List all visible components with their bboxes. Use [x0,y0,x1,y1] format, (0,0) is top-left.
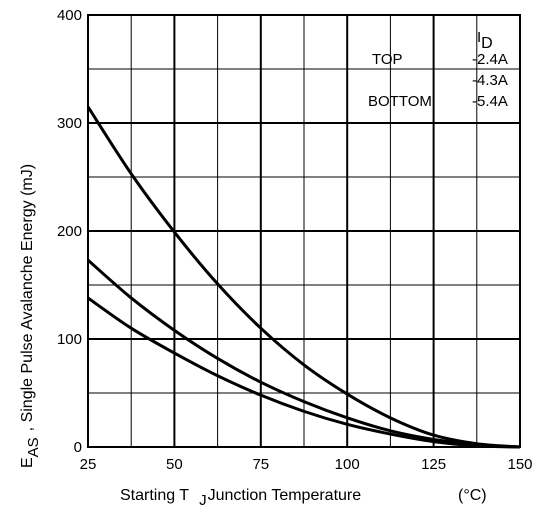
y-tick-label: 100 [57,331,82,348]
grid [88,15,520,447]
y-tick-label: 400 [57,7,82,24]
x-tick-label: 75 [252,456,269,473]
legend-title: ID [477,29,493,52]
y-tick-label: 200 [57,223,82,240]
x-tick-label: 125 [421,456,446,473]
series-line [87,296,521,449]
legend-entry-3: -5.4A [472,93,508,110]
y-tick-label: 0 [74,439,82,456]
x-tick-label: 150 [507,456,532,473]
legend: ID TOP -2.4A -4.3A BOTTOM -5.4A [368,29,508,110]
x-tick-label: 100 [335,456,360,473]
x-axis-unit: (°C) [458,487,487,504]
legend-top-label: TOP [372,51,403,68]
x-tick-labels: 25 50 75 100 125 150 [80,456,533,473]
x-tick-label: 50 [166,456,183,473]
x-axis-label: Starting T JJunction Temperature [120,487,361,506]
legend-entry-1: -2.4A [472,51,508,68]
plot-frame [87,14,521,448]
y-axis-label: EAS, Single Pulse Avalanche Energy (mJ) [19,164,42,468]
legend-bottom-label: BOTTOM [368,93,432,110]
series-line [87,259,521,449]
y-tick-labels: 0 100 200 300 400 [57,7,82,456]
legend-entry-2: -4.3A [472,72,508,89]
series-line [86,105,521,449]
x-tick-label: 25 [80,456,97,473]
series-lines [86,105,521,449]
y-tick-label: 300 [57,115,82,132]
